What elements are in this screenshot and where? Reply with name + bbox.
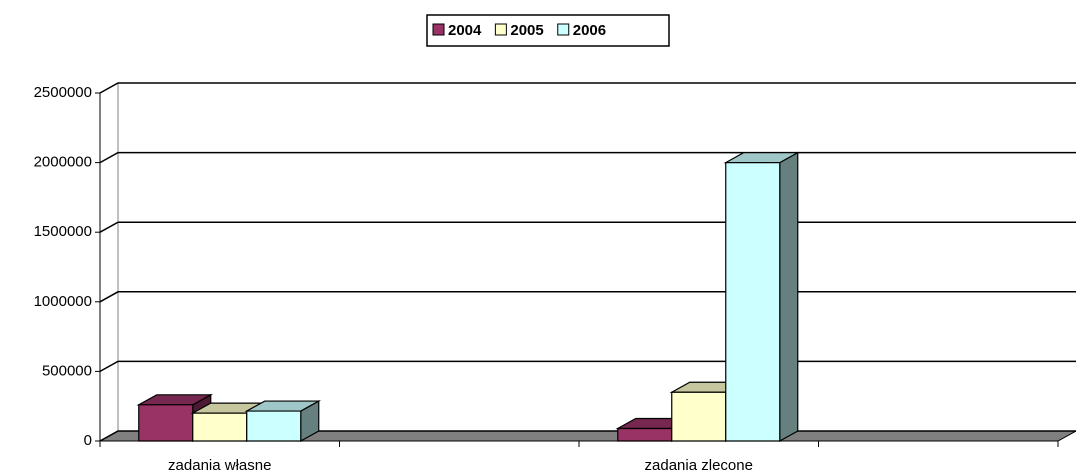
bar-front <box>617 427 673 442</box>
bar-front <box>138 404 194 442</box>
legend-swatch <box>494 23 507 36</box>
y-tick-label: 0 <box>84 432 92 449</box>
x-tick-label: zadania własne <box>168 457 271 474</box>
legend-label: 2005 <box>510 22 543 39</box>
grid-line <box>99 291 1076 303</box>
bar-front <box>725 162 781 442</box>
grid-line <box>99 151 1076 164</box>
legend-label: 2004 <box>448 22 482 39</box>
grid-line <box>99 82 1076 94</box>
grid-line <box>99 360 1076 373</box>
y-tick-label: 1500000 <box>34 223 92 240</box>
legend-box <box>426 14 670 47</box>
grid-line <box>99 221 1076 233</box>
y-tick-label: 500000 <box>42 362 92 379</box>
y-tick-label: 1000000 <box>34 293 92 310</box>
legend-swatch <box>432 23 445 36</box>
bar <box>244 400 322 443</box>
bar <box>723 151 801 443</box>
x-tick-label: zadania zlecone <box>645 457 753 474</box>
y-tick-label: 2500000 <box>34 84 92 101</box>
bar-front <box>192 412 248 442</box>
legend-label: 2006 <box>573 22 606 39</box>
bar-front <box>671 391 727 442</box>
y-tick-label: 2000000 <box>34 154 92 171</box>
bar-side <box>779 151 799 443</box>
bar-front <box>246 410 302 442</box>
legend-swatch <box>557 23 570 36</box>
